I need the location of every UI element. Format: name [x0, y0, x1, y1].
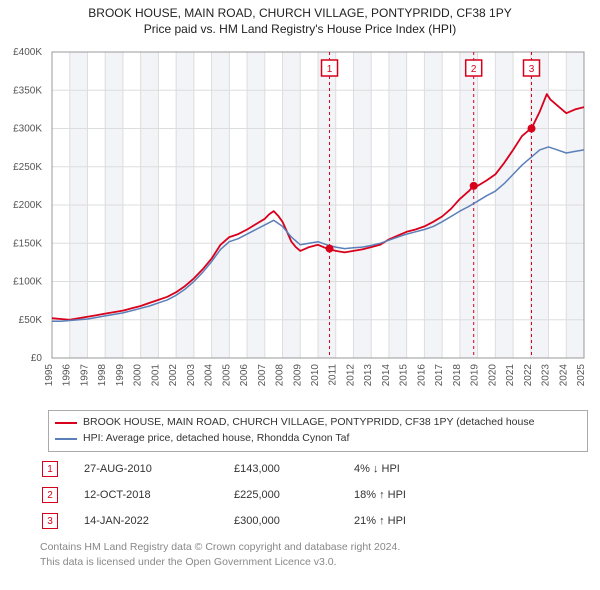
- svg-text:1997: 1997: [79, 364, 90, 387]
- event-row: 2 12-OCT-2018 £225,000 18% ↑ HPI: [40, 482, 588, 508]
- svg-text:1998: 1998: [97, 364, 108, 387]
- svg-text:1996: 1996: [62, 364, 73, 387]
- legend-swatch-hpi: [55, 438, 77, 440]
- svg-text:2019: 2019: [470, 364, 481, 387]
- svg-text:£300K: £300K: [13, 124, 42, 135]
- svg-text:2014: 2014: [381, 364, 392, 387]
- event-date: 12-OCT-2018: [84, 489, 234, 501]
- event-price: £300,000: [234, 515, 354, 527]
- svg-text:2011: 2011: [328, 364, 339, 386]
- legend-box: BROOK HOUSE, MAIN ROAD, CHURCH VILLAGE, …: [48, 410, 588, 452]
- footer-line1: Contains HM Land Registry data © Crown c…: [40, 540, 588, 555]
- svg-text:2025: 2025: [576, 364, 587, 387]
- event-date: 27-AUG-2010: [84, 463, 234, 475]
- svg-text:2024: 2024: [558, 364, 569, 387]
- svg-text:£400K: £400K: [13, 47, 42, 58]
- svg-text:£50K: £50K: [19, 315, 43, 326]
- svg-text:1: 1: [327, 64, 333, 75]
- event-date: 14-JAN-2022: [84, 515, 234, 527]
- svg-text:£0: £0: [31, 353, 43, 364]
- svg-text:£250K: £250K: [13, 162, 42, 173]
- event-price: £143,000: [234, 463, 354, 475]
- svg-text:2007: 2007: [257, 364, 268, 387]
- svg-text:2022: 2022: [523, 364, 534, 387]
- svg-text:2016: 2016: [416, 364, 427, 387]
- chart-title-block: BROOK HOUSE, MAIN ROAD, CHURCH VILLAGE, …: [0, 0, 600, 38]
- svg-text:2021: 2021: [505, 364, 516, 387]
- svg-text:2020: 2020: [487, 364, 498, 387]
- svg-text:2009: 2009: [292, 364, 303, 387]
- svg-text:£100K: £100K: [13, 277, 42, 288]
- svg-text:2004: 2004: [204, 364, 215, 387]
- event-row: 1 27-AUG-2010 £143,000 4% ↓ HPI: [40, 456, 588, 482]
- svg-text:2008: 2008: [275, 364, 286, 387]
- svg-text:2012: 2012: [345, 364, 356, 387]
- event-badge: 3: [42, 513, 58, 529]
- svg-text:2: 2: [471, 64, 477, 75]
- svg-text:£150K: £150K: [13, 238, 42, 249]
- legend-text-hpi: HPI: Average price, detached house, Rhon…: [83, 431, 349, 447]
- events-table: 1 27-AUG-2010 £143,000 4% ↓ HPI 2 12-OCT…: [40, 456, 588, 534]
- event-pct: 4% ↓ HPI: [354, 463, 474, 475]
- legend-row-hpi: HPI: Average price, detached house, Rhon…: [55, 431, 581, 447]
- svg-text:2010: 2010: [310, 364, 321, 387]
- svg-text:2023: 2023: [541, 364, 552, 387]
- svg-text:2015: 2015: [399, 364, 410, 387]
- svg-text:2003: 2003: [186, 364, 197, 387]
- svg-text:1995: 1995: [44, 364, 55, 387]
- svg-text:2005: 2005: [221, 364, 232, 387]
- event-badge: 2: [42, 487, 58, 503]
- svg-text:2002: 2002: [168, 364, 179, 387]
- svg-text:2017: 2017: [434, 364, 445, 387]
- event-badge: 1: [42, 461, 58, 477]
- line-chart-svg: £0£50K£100K£150K£200K£250K£300K£350K£400…: [48, 48, 588, 398]
- event-row: 3 14-JAN-2022 £300,000 21% ↑ HPI: [40, 508, 588, 534]
- chart-title-line1: BROOK HOUSE, MAIN ROAD, CHURCH VILLAGE, …: [10, 6, 590, 20]
- event-pct: 18% ↑ HPI: [354, 489, 474, 501]
- svg-text:2018: 2018: [452, 364, 463, 387]
- legend-row-price-paid: BROOK HOUSE, MAIN ROAD, CHURCH VILLAGE, …: [55, 415, 581, 431]
- event-pct: 21% ↑ HPI: [354, 515, 474, 527]
- legend-text-price-paid: BROOK HOUSE, MAIN ROAD, CHURCH VILLAGE, …: [83, 415, 534, 431]
- chart-title-line2: Price paid vs. HM Land Registry's House …: [10, 22, 590, 36]
- footer-line2: This data is licensed under the Open Gov…: [40, 555, 588, 570]
- svg-text:3: 3: [529, 64, 535, 75]
- svg-text:£350K: £350K: [13, 85, 42, 96]
- event-price: £225,000: [234, 489, 354, 501]
- svg-text:2013: 2013: [363, 364, 374, 387]
- footer-attribution: Contains HM Land Registry data © Crown c…: [40, 540, 588, 570]
- chart-area: £0£50K£100K£150K£200K£250K£300K£350K£400…: [48, 48, 588, 398]
- svg-text:2001: 2001: [150, 364, 161, 387]
- svg-text:2006: 2006: [239, 364, 250, 387]
- legend-swatch-price-paid: [55, 422, 77, 424]
- svg-text:2000: 2000: [133, 364, 144, 387]
- svg-text:£200K: £200K: [13, 200, 42, 211]
- svg-text:1999: 1999: [115, 364, 126, 387]
